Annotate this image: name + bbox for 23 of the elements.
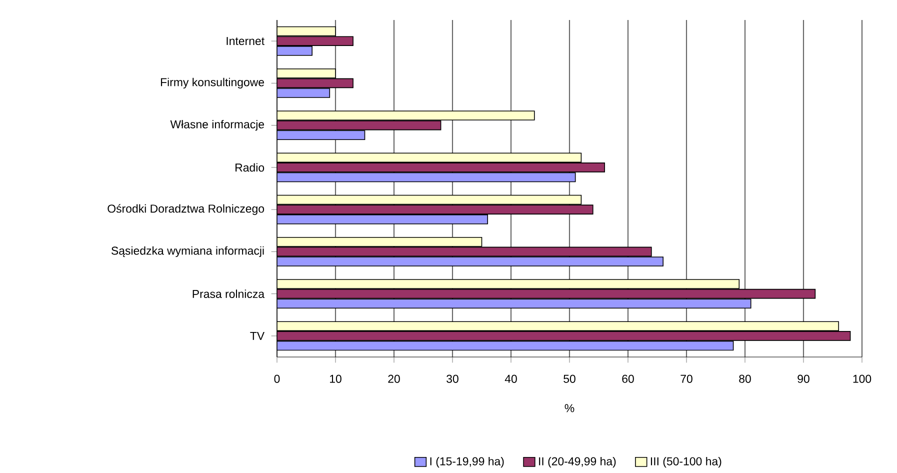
y-tick-label: Własne informacje [170,120,264,131]
x-tick-label: 50 [564,374,576,383]
y-tick-label: TV [250,332,264,340]
x-tick-label: 30 [446,374,458,383]
y-tick-label: Firmy konsultingowe [160,78,264,89]
y-tick-label: Internet [226,37,264,46]
y-tick-label: Radio [236,163,264,172]
x-tick-label: 60 [622,374,634,383]
x-tick-label: 10 [330,374,342,383]
x-tick-label: 90 [798,374,810,383]
legend-label: I (15-19,99 ha) [430,456,504,468]
x-tick-label: 70 [680,374,692,383]
x-axis-title: % [564,404,574,412]
x-tick-label: 20 [388,374,400,383]
x-tick-label: 40 [504,374,517,383]
legend-label: III (50-100 ha) [650,456,722,468]
y-tick-label: Prasa rolnicza [192,290,265,298]
x-tick-label: 100 [853,374,872,383]
legend-label: II (20-49,99 ha) [539,456,616,468]
x-tick-label: 0 [274,374,280,383]
y-tick-label: Ośrodki Doradztwa Rolniczego [108,204,264,215]
x-tick-label: 80 [739,374,751,383]
y-tick-label: Sąsiedzka wymiana informacji [111,246,264,258]
